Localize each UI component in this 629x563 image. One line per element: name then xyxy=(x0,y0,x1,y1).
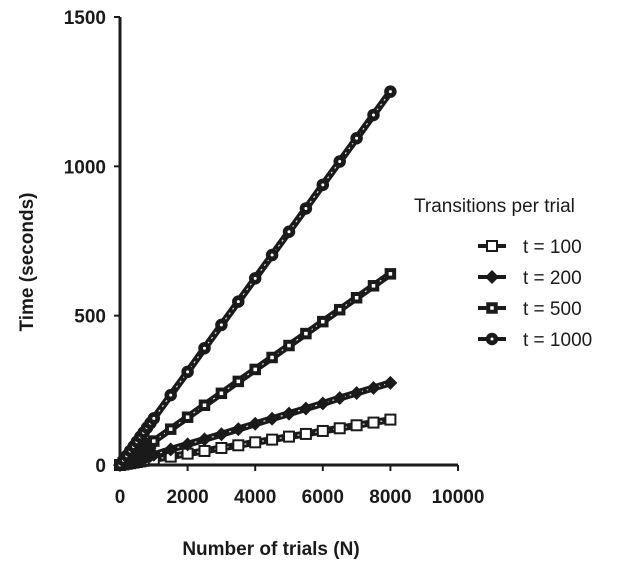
marker-center xyxy=(490,337,494,341)
marker-center xyxy=(219,323,223,327)
marker-center xyxy=(270,253,274,257)
legend-marker xyxy=(485,270,499,284)
marker-center xyxy=(169,393,173,397)
data-point xyxy=(163,442,178,457)
legend-title: Transitions per trial xyxy=(414,196,575,217)
data-point xyxy=(367,416,380,429)
data-point xyxy=(146,447,161,462)
data-point xyxy=(198,444,211,457)
data-point xyxy=(315,396,330,411)
marker-center xyxy=(304,206,308,210)
y-axis-ticks: 0 500 1000 1500 xyxy=(64,8,120,477)
marker-center xyxy=(236,379,241,384)
marker-center xyxy=(337,307,342,312)
y-tick-label: 500 xyxy=(74,307,106,328)
legend: Transitions per trial t = 100 t = 200 t = … xyxy=(414,196,592,351)
data-point xyxy=(350,419,363,432)
marker-center xyxy=(253,276,257,280)
x-tick-label: 4000 xyxy=(234,487,276,508)
x-axis-ticks: 0 2000 4000 6000 8000 10000 xyxy=(115,465,485,508)
data-point xyxy=(282,406,296,421)
marker-center xyxy=(355,136,359,140)
legend-label: t = 100 xyxy=(523,237,582,258)
x-tick-label: 6000 xyxy=(302,487,344,508)
data-point xyxy=(266,433,279,446)
data-point xyxy=(349,386,364,400)
data-point xyxy=(232,439,245,452)
legend-item: t = 200 xyxy=(478,268,582,289)
legend-label: t = 1000 xyxy=(523,330,592,351)
marker-center xyxy=(152,439,156,443)
data-point xyxy=(383,375,398,390)
marker-center xyxy=(490,306,494,310)
marker-center xyxy=(338,160,342,164)
y-tick-label: 1500 xyxy=(64,8,106,29)
x-tick-label: 2000 xyxy=(166,487,208,508)
marker-center xyxy=(287,230,291,234)
marker-center xyxy=(371,284,376,288)
data-point xyxy=(299,427,312,440)
marker-center xyxy=(388,90,392,94)
plot-area xyxy=(118,17,458,467)
marker-center xyxy=(185,415,190,419)
y-axis-title: Time (seconds) xyxy=(17,192,38,331)
data-point xyxy=(180,437,195,452)
marker-center xyxy=(152,416,156,420)
marker-center xyxy=(168,427,173,431)
y-tick-label: 1000 xyxy=(64,157,106,178)
legend-label: t = 500 xyxy=(523,299,582,320)
y-tick-label: 0 xyxy=(95,456,106,477)
legend-label: t = 200 xyxy=(523,268,582,289)
marker-center xyxy=(236,300,240,304)
x-tick-label: 0 xyxy=(115,487,126,508)
marker-center xyxy=(354,295,359,300)
data-point xyxy=(215,441,228,454)
marker-center xyxy=(372,113,375,117)
data-point xyxy=(197,432,212,447)
marker-center xyxy=(304,331,308,336)
marker-center xyxy=(219,391,224,396)
series-4 xyxy=(113,85,397,472)
marker-center xyxy=(321,319,325,324)
data-point xyxy=(333,422,346,435)
marker-center xyxy=(270,355,274,360)
marker-center xyxy=(287,343,291,348)
x-tick-label: 10000 xyxy=(432,487,485,508)
legend-item: t = 100 xyxy=(478,237,582,258)
data-point xyxy=(316,424,329,437)
marker-center xyxy=(253,367,257,372)
data-point xyxy=(214,427,229,442)
legend-item: t = 500 xyxy=(478,299,582,320)
data-point xyxy=(231,422,246,437)
data-point xyxy=(249,436,262,449)
data-point xyxy=(248,416,263,431)
data-point xyxy=(265,411,280,426)
legend-marker xyxy=(486,240,498,252)
data-point xyxy=(366,380,381,395)
data-point xyxy=(298,401,313,416)
x-tick-label: 8000 xyxy=(369,487,411,508)
marker-center xyxy=(388,272,393,276)
legend-item: t = 1000 xyxy=(478,330,592,351)
marker-center xyxy=(202,403,207,408)
data-point xyxy=(283,430,295,443)
marker-center xyxy=(321,183,325,187)
marker-center xyxy=(203,346,206,350)
marker-center xyxy=(186,370,190,374)
data-point xyxy=(384,413,397,426)
x-axis-title: Number of trials (N) xyxy=(182,539,359,560)
series-layer xyxy=(113,85,398,472)
data-point xyxy=(332,391,347,406)
